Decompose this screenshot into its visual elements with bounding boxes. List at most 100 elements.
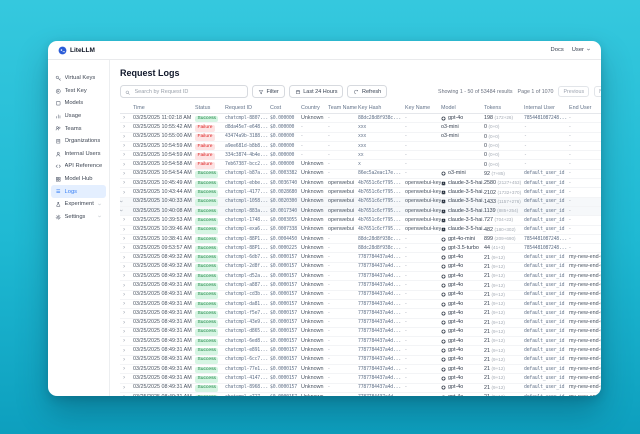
next-button[interactable]: Next	[594, 86, 601, 97]
search-box[interactable]	[120, 85, 248, 98]
table-row[interactable]: › 03/25/2025 08:49:31 AM Success chatcmp…	[120, 327, 601, 338]
table-row[interactable]: › 03/25/2025 08:49:31 AM Success chatcmp…	[120, 291, 601, 300]
sidebar-item-model-hub[interactable]: Model Hub	[51, 173, 106, 186]
table-row[interactable]: › 03/25/2025 08:49:31 AM Success chatcmp…	[120, 300, 601, 310]
cell-key-name: -	[405, 133, 407, 140]
cell-cost: $0.0000225	[270, 245, 297, 251]
row-expand-icon[interactable]: ›	[120, 210, 126, 212]
column-header-cost: Cost	[270, 105, 282, 111]
row-expand-icon[interactable]: ›	[123, 188, 126, 196]
models-icon	[55, 100, 62, 107]
cell-team-name: -	[328, 393, 358, 396]
sidebar-item-settings[interactable]: Settings	[51, 211, 106, 224]
search-input[interactable]	[132, 87, 243, 96]
row-expand-icon[interactable]: ›	[123, 337, 126, 345]
table-row[interactable]: › 03/25/2025 08:49:31 AM Success chatcmp…	[120, 384, 601, 393]
table-row[interactable]: › 03/25/2025 08:49:31 AM Success chatcmp…	[120, 374, 601, 384]
table-row[interactable]: › 03/25/2025 08:49:31 AM Success chatcmp…	[120, 355, 601, 366]
row-expand-icon[interactable]: ›	[123, 114, 126, 122]
table-row[interactable]: › 03/25/2025 10:54:58 AM Failure 7eb6738…	[120, 160, 601, 170]
table-row[interactable]: › 03/25/2025 10:39:46 AM Success chatcmp…	[120, 226, 601, 235]
row-expand-icon[interactable]: ›	[123, 235, 126, 243]
sidebar-item-test-key[interactable]: Test Key	[51, 85, 106, 98]
table-row[interactable]: › 03/25/2025 10:54:59 AM Failure a9ee681…	[120, 142, 601, 152]
table-row[interactable]: › 03/25/2025 10:54:59 AM Failure 334c387…	[120, 151, 601, 161]
table-row[interactable]: › 03/25/2025 10:55:42 AM Failure d8da45e…	[120, 123, 601, 133]
row-expand-icon[interactable]: ›	[123, 346, 126, 354]
table-row[interactable]: › 03/25/2025 09:53:57 AM Success chatcmp…	[120, 244, 601, 254]
table-row[interactable]: › 03/25/2025 10:38:41 AM Success chatcmp…	[120, 235, 601, 245]
cell-key-name: -	[405, 235, 407, 242]
row-expand-icon[interactable]: ›	[123, 216, 126, 224]
row-expand-icon[interactable]: ›	[123, 309, 126, 317]
user-menu[interactable]: User	[572, 47, 591, 54]
sidebar-item-organizations[interactable]: Organizations	[51, 135, 106, 148]
cell-key-hash: xxx	[358, 124, 367, 130]
table-row[interactable]: › 03/25/2025 11:02:18 AM Success chatcmp…	[120, 114, 601, 124]
table-row[interactable]: › 03/25/2025 08:49:31 AM Success chatcmp…	[120, 365, 601, 375]
row-expand-icon[interactable]: ›	[123, 151, 126, 159]
time-range-button[interactable]: Last 24 Hours	[288, 85, 344, 98]
table-row[interactable]: › 03/25/2025 08:49:31 AM Success chatcmp…	[120, 393, 601, 396]
row-expand-icon[interactable]: ›	[123, 272, 126, 280]
cell-cost: $0.0028680	[270, 190, 297, 196]
previous-button[interactable]: Previous	[558, 86, 590, 97]
sidebar-item-virtual-keys[interactable]: Virtual Keys	[51, 72, 106, 85]
row-expand-icon[interactable]: ›	[123, 318, 126, 326]
cell-time: 03/25/2025 08:49:32 AM	[133, 263, 192, 270]
row-expand-icon[interactable]: ›	[123, 300, 126, 308]
row-expand-icon[interactable]: ›	[123, 160, 126, 168]
table-row[interactable]: › 03/25/2025 10:40:08 AM Success chatcmp…	[120, 206, 601, 217]
row-expand-icon[interactable]: ›	[123, 355, 126, 363]
row-expand-icon[interactable]: ›	[123, 290, 126, 298]
table-row[interactable]: › 03/25/2025 10:55:00 AM Failure 43474a9…	[120, 133, 601, 142]
row-expand-icon[interactable]: ›	[123, 142, 126, 150]
row-expand-icon[interactable]: ›	[123, 132, 126, 140]
docs-link[interactable]: Docs	[550, 47, 564, 53]
row-expand-icon[interactable]: ›	[120, 392, 125, 396]
table-row[interactable]: › 03/25/2025 08:49:31 AM Success chatcmp…	[120, 319, 601, 328]
row-expand-icon[interactable]: ›	[123, 281, 126, 289]
row-expand-icon[interactable]: ›	[123, 179, 126, 187]
row-expand-icon[interactable]: ›	[123, 374, 126, 382]
sidebar-item-teams[interactable]: Teams	[51, 122, 106, 135]
table-row[interactable]: › 03/25/2025 10:54:54 AM Success chatcmp…	[120, 169, 601, 180]
table-row[interactable]: › 03/25/2025 10:39:53 AM Success chatcmp…	[120, 216, 601, 226]
cell-cost: $0.0000157	[270, 264, 297, 270]
sidebar-item-models[interactable]: Models	[51, 97, 106, 110]
row-expand-icon[interactable]: ›	[123, 244, 126, 252]
row-expand-icon[interactable]: ›	[123, 327, 126, 335]
row-expand-icon[interactable]: ›	[123, 253, 126, 261]
cell-model: gpt-4o	[441, 309, 484, 318]
table-row[interactable]: › 03/25/2025 08:49:32 AM Success chatcmp…	[120, 272, 601, 282]
row-expand-icon[interactable]: ›	[123, 383, 126, 391]
table-row[interactable]: › 03/25/2025 08:49:31 AM Success chatcmp…	[120, 346, 601, 356]
table-row[interactable]: › 03/25/2025 10:45:49 AM Success chatcmp…	[120, 179, 601, 189]
table-row[interactable]: › 03/25/2025 08:49:32 AM Success chatcmp…	[120, 253, 601, 263]
row-expand-icon[interactable]: ›	[123, 123, 126, 131]
filter-button[interactable]: Filter	[252, 85, 285, 98]
sidebar-item-logs[interactable]: Logs	[51, 185, 106, 198]
table-row[interactable]: › 03/25/2025 08:49:31 AM Success chatcmp…	[120, 337, 601, 347]
row-expand-icon[interactable]: ›	[123, 225, 126, 233]
sidebar-item-experimental[interactable]: Experimental	[51, 198, 106, 211]
cell-model: claude-3-5-hai...	[441, 179, 484, 188]
row-expand-icon[interactable]: ›	[120, 200, 126, 202]
cell-tokens: 92 (7+85)	[484, 170, 505, 177]
table-row[interactable]: › 03/25/2025 10:43:44 AM Success chatcmp…	[120, 188, 601, 198]
sidebar-item-internal-users[interactable]: Internal Users	[51, 148, 106, 161]
row-expand-icon[interactable]: ›	[123, 365, 126, 373]
cell-tokens: 727 (704+23)	[484, 217, 514, 224]
cell-time: 03/25/2025 10:45:49 AM	[133, 179, 192, 186]
table-row[interactable]: › 03/25/2025 08:49:31 AM Success chatcmp…	[120, 281, 601, 291]
refresh-button[interactable]: Refresh	[347, 85, 388, 98]
table-row[interactable]: › 03/25/2025 10:40:33 AM Success chatcmp…	[120, 197, 601, 207]
table-row[interactable]: › 03/25/2025 08:49:32 AM Success chatcmp…	[120, 262, 601, 273]
cell-key-hash: 88dc28d8f938c...	[358, 245, 402, 251]
sidebar-item-usage[interactable]: Usage	[51, 110, 106, 123]
sidebar-item-api-reference[interactable]: API Reference	[51, 160, 106, 173]
brand: LiteLLM	[58, 46, 95, 55]
row-expand-icon[interactable]: ›	[123, 169, 126, 177]
row-expand-icon[interactable]: ›	[123, 262, 126, 270]
table-row[interactable]: › 03/25/2025 08:49:31 AM Success chatcmp…	[120, 309, 601, 319]
